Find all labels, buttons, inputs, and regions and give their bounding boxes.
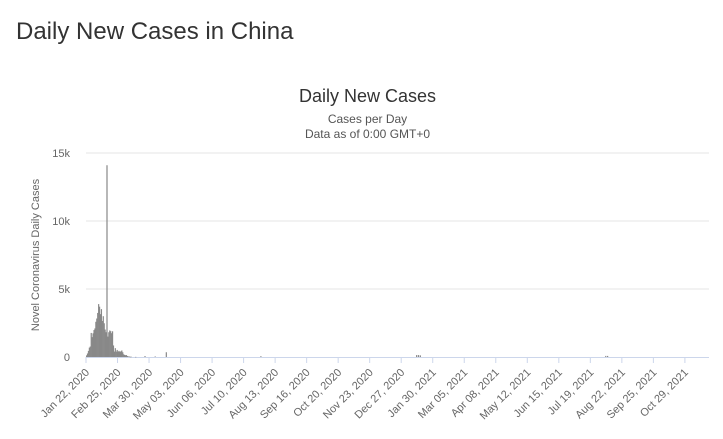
bar xyxy=(124,354,126,357)
bar xyxy=(126,356,128,357)
bar xyxy=(118,350,120,357)
bar xyxy=(94,328,96,357)
bar xyxy=(111,333,113,357)
bar xyxy=(120,351,122,357)
bar xyxy=(103,323,105,357)
bar xyxy=(92,333,94,357)
bar xyxy=(101,320,103,357)
bar xyxy=(125,355,128,357)
bar xyxy=(165,352,167,357)
bar xyxy=(605,355,607,357)
bar xyxy=(91,337,93,357)
bar xyxy=(86,355,88,357)
bar xyxy=(117,351,119,357)
bar xyxy=(607,355,609,357)
bar xyxy=(95,321,97,357)
y-tick-label: 10k xyxy=(52,216,70,228)
bar xyxy=(90,332,92,357)
bar xyxy=(114,348,116,357)
bar xyxy=(93,330,95,357)
bar xyxy=(144,356,146,357)
y-tick-label: 0 xyxy=(64,352,70,364)
bar xyxy=(124,355,127,357)
bar xyxy=(104,329,106,357)
bar xyxy=(98,306,101,357)
bar xyxy=(119,351,121,357)
bar xyxy=(107,336,109,357)
bar xyxy=(127,356,129,357)
bar xyxy=(154,356,156,357)
bar xyxy=(260,356,262,357)
bar xyxy=(121,350,123,357)
bar xyxy=(109,330,111,357)
page-heading: Daily New Cases in China xyxy=(16,18,294,45)
chart-data-date: Data as of 0:00 GMT+0 xyxy=(304,127,431,141)
bar xyxy=(86,353,89,357)
bar xyxy=(110,331,112,357)
bar xyxy=(115,351,117,357)
bar xyxy=(135,356,137,358)
bar xyxy=(122,352,124,357)
bar xyxy=(106,165,108,357)
bar xyxy=(113,351,116,357)
bar xyxy=(105,332,107,357)
bar xyxy=(123,354,125,357)
bar xyxy=(96,318,98,357)
bar xyxy=(108,332,110,357)
bar xyxy=(99,314,102,357)
bar xyxy=(89,346,91,357)
bar xyxy=(112,345,115,357)
bar xyxy=(417,355,420,357)
bar xyxy=(98,304,100,357)
bar xyxy=(100,309,103,357)
bar xyxy=(87,350,90,357)
bar xyxy=(419,355,421,357)
bar xyxy=(116,349,118,357)
y-tick-label: 15k xyxy=(52,148,70,160)
bar xyxy=(102,316,104,357)
bar xyxy=(97,312,99,357)
bar xyxy=(111,331,114,357)
y-tick-label: 5k xyxy=(58,284,70,296)
chart-title: Daily New Cases xyxy=(298,86,437,106)
bar xyxy=(129,356,131,358)
bar xyxy=(416,355,418,357)
bar xyxy=(130,356,132,358)
chart-subtitle: Cases per Day xyxy=(327,112,408,126)
bar xyxy=(128,356,130,357)
bar xyxy=(88,347,90,357)
